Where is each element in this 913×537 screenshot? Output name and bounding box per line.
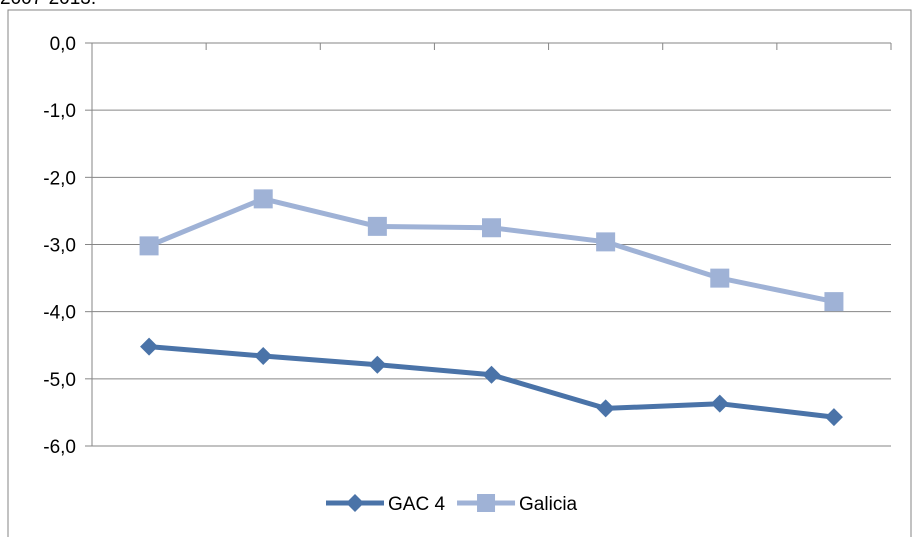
series (139, 189, 844, 427)
y-tick-label: -4,0 (43, 303, 76, 324)
legend-swatch-marker (477, 494, 496, 512)
gridlines (92, 109, 891, 447)
data-point (824, 408, 843, 427)
y-tick-label: -6,0 (43, 437, 76, 458)
y-tick-label: 0,0 (50, 34, 76, 55)
data-point (482, 218, 501, 238)
y-tick-label: -2,0 (43, 168, 76, 189)
series-gac-4 (140, 337, 843, 427)
y-tick-label: -5,0 (43, 370, 76, 391)
data-point (710, 268, 730, 288)
data-point (824, 292, 844, 312)
chart-title: 2007-2013. (0, 0, 96, 10)
legend-label: GAC 4 (388, 494, 445, 515)
data-point (254, 346, 273, 365)
data-point (596, 399, 615, 418)
chart-frame (7, 9, 912, 537)
data-point (140, 337, 159, 356)
legend-label: Galicia (519, 494, 578, 515)
data-point (368, 355, 387, 374)
data-point (482, 365, 501, 384)
legend: GAC 4 Galicia (326, 494, 578, 515)
data-point (710, 394, 729, 413)
data-point (367, 216, 387, 236)
axes (85, 42, 892, 447)
data-point (139, 236, 159, 256)
y-tick-label: -3,0 (43, 236, 76, 257)
y-tick-label: -1,0 (43, 101, 76, 122)
series-galicia (139, 189, 844, 312)
data-point (596, 232, 616, 252)
y-tick-labels: 0,0 -1,0 -2,0 -3,0 -4,0 -5,0 -6,0 (43, 34, 76, 458)
legend-swatch-marker (346, 494, 364, 512)
data-point (253, 189, 273, 209)
